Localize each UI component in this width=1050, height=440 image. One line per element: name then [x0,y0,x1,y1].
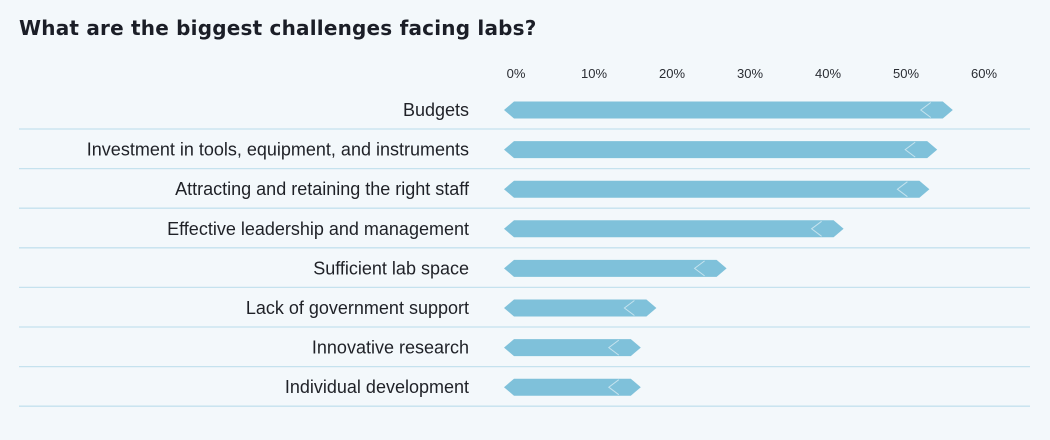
bar-tip-mark [904,141,916,158]
bar-tip-mark [919,102,932,118]
x-tick-label: 60% [971,66,997,81]
category-label: Sufficient lab space [313,258,469,278]
bar-tip-mark [623,300,635,316]
category-label: Individual development [285,377,469,397]
bar-row: Lack of government support [19,298,1030,328]
bar [504,180,930,198]
bar-row: Individual development [19,377,1030,407]
category-label: Budgets [403,100,469,120]
bar-tip-mark [896,181,908,198]
bar-tip-mark [810,220,822,237]
x-tick-label: 20% [659,66,685,81]
x-axis: 0% 10% 20% 30% 40% 50% 60% [507,66,998,81]
x-tick-label: 0% [507,66,526,81]
bar [504,141,938,159]
bar-tip-mark [607,339,620,356]
x-tick-label: 30% [737,66,763,81]
bar [504,299,657,317]
bar-row: Innovative research [19,338,1030,368]
bar [504,101,953,119]
chart-title: What are the biggest challenges facing l… [19,16,537,40]
bar [504,220,844,238]
category-label: Effective leadership and management [167,219,469,239]
bar-row: Sufficient lab space [19,258,1030,289]
bar [504,378,641,396]
bar [504,339,641,357]
bar-tip-mark [607,379,620,396]
bar [504,259,727,277]
category-label: Lack of government support [246,298,469,318]
chart-rows: Budgets Investment in tools, equipment, a… [19,100,1030,407]
bar-tip-mark [693,260,705,277]
category-label: Attracting and retaining the right staff [175,179,470,199]
bar-row: Attracting and retaining the right staff [19,179,1030,209]
x-tick-label: 50% [893,66,919,81]
x-tick-label: 10% [581,66,607,81]
category-label: Investment in tools, equipment, and inst… [87,140,469,160]
category-label: Innovative research [312,338,469,358]
bar-row: Budgets [19,100,1030,130]
bar-row: Investment in tools, equipment, and inst… [19,140,1030,170]
bar-row: Effective leadership and management [19,219,1030,249]
x-tick-label: 40% [815,66,841,81]
